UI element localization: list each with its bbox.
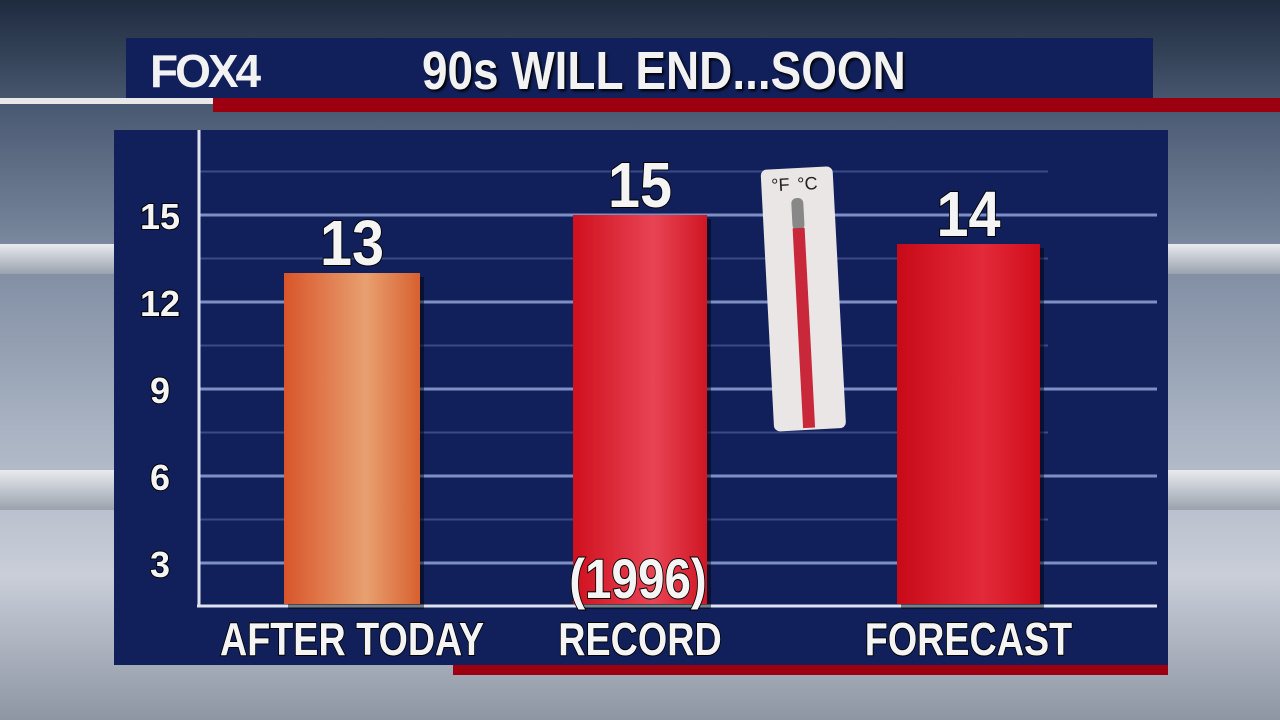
background-rail: [0, 470, 114, 510]
bar-forecast: [897, 244, 1040, 604]
header-white-line: [0, 98, 213, 104]
header-red-stripe: [213, 98, 1280, 112]
page-title: 90s WILL END...SOON: [422, 41, 906, 101]
background-rail: [1168, 244, 1280, 274]
y-tick-label: 3: [150, 544, 170, 585]
celsius-label: °C: [797, 173, 818, 194]
data-label: 13: [320, 207, 384, 278]
y-tick-label: 12: [140, 283, 180, 324]
header-bar: FOX4 90s WILL END...SOON: [126, 38, 1153, 101]
bar-record: [573, 215, 707, 604]
bar-after-today: [284, 273, 420, 604]
background-rail: [1168, 470, 1280, 510]
category-label: RECORD: [558, 613, 721, 664]
bottom-red-stripe: [453, 665, 1168, 675]
thermometer-icon: °F °C: [760, 166, 846, 432]
y-tick-label: 15: [140, 196, 180, 237]
category-label: FORECAST: [865, 613, 1073, 664]
y-tick-label: 9: [150, 370, 170, 411]
y-tick-label: 6: [150, 457, 170, 498]
fahrenheit-label: °F: [771, 175, 790, 196]
data-label: 15: [608, 149, 672, 220]
category-label: AFTER TODAY: [220, 613, 484, 664]
record-year-annotation: (1996): [569, 548, 707, 610]
data-label: 14: [936, 178, 1000, 249]
background-rail: [0, 244, 114, 274]
fox4-logo: FOX4: [150, 45, 261, 97]
